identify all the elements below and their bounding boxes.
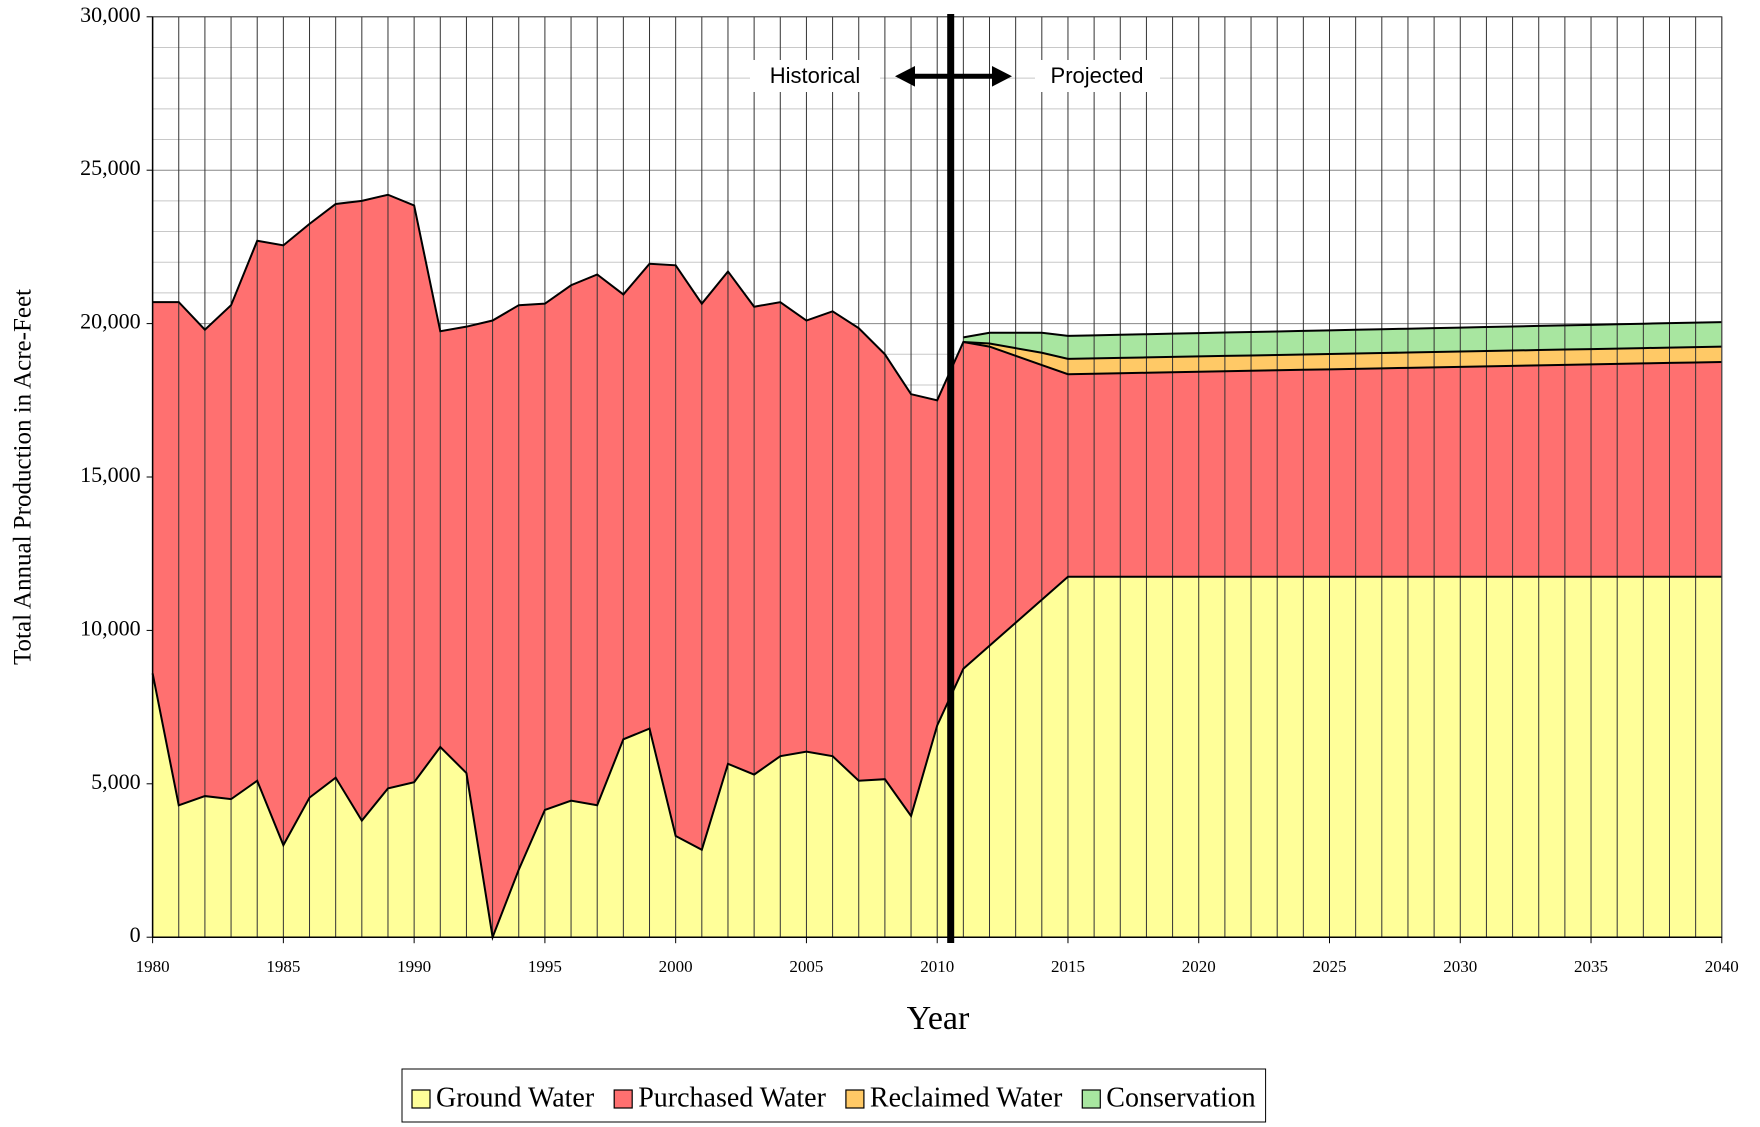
- legend: [401, 1068, 1267, 1123]
- area-outline: [963, 341, 1722, 360]
- y-tick-label: 25,000: [80, 155, 141, 180]
- x-axis-title: Year: [907, 1000, 970, 1037]
- y-axis-title: Total Annual Production in Acre-Feet: [10, 289, 37, 665]
- x-tick-label: 2035: [1574, 957, 1608, 976]
- x-tick-label: 2005: [789, 957, 823, 976]
- y-tick-label: 10,000: [80, 615, 141, 640]
- arrow-head: [992, 66, 1012, 87]
- annotation: Historical: [770, 63, 860, 88]
- area-outline: [963, 321, 1722, 339]
- legend-label: Reclaimed Water: [870, 1082, 1063, 1113]
- area-outline: [151, 575, 1722, 942]
- x-tick-label: 2000: [659, 957, 693, 976]
- area: [963, 342, 1722, 375]
- legend-swatch: [613, 1089, 633, 1109]
- x-tick-label: 1985: [266, 957, 300, 976]
- y-tick-label: 0: [130, 922, 141, 947]
- x-tick-label: 1990: [397, 957, 431, 976]
- y-tick-label: 5,000: [91, 769, 141, 794]
- x-tick-label: 2030: [1443, 957, 1477, 976]
- area-outline: [152, 193, 1722, 402]
- annotation-bg: [1035, 60, 1160, 92]
- arrow-head: [895, 66, 915, 87]
- legend-swatch: [411, 1089, 431, 1109]
- legend-label: Conservation: [1106, 1082, 1255, 1113]
- legend-label: Ground Water: [436, 1082, 595, 1113]
- y-tick-label: 20,000: [80, 309, 141, 334]
- x-tick-label: 2020: [1182, 957, 1216, 976]
- x-tick-label: 1980: [136, 957, 170, 976]
- y-tick-label: 30,000: [80, 2, 141, 27]
- legend-swatch: [1081, 1089, 1101, 1109]
- x-tick-label: 1995: [528, 957, 562, 976]
- x-tick-label: 2025: [1313, 957, 1347, 976]
- legend-label: Purchased Water: [638, 1082, 826, 1113]
- x-tick-label: 2010: [920, 957, 954, 976]
- x-tick-label: 2015: [1051, 957, 1085, 976]
- x-tick-label: 2040: [1705, 957, 1739, 976]
- annotation: Projected: [1051, 63, 1144, 88]
- y-tick-label: 15,000: [80, 462, 141, 487]
- annotation-bg: [750, 60, 880, 92]
- legend-swatch: [845, 1089, 865, 1109]
